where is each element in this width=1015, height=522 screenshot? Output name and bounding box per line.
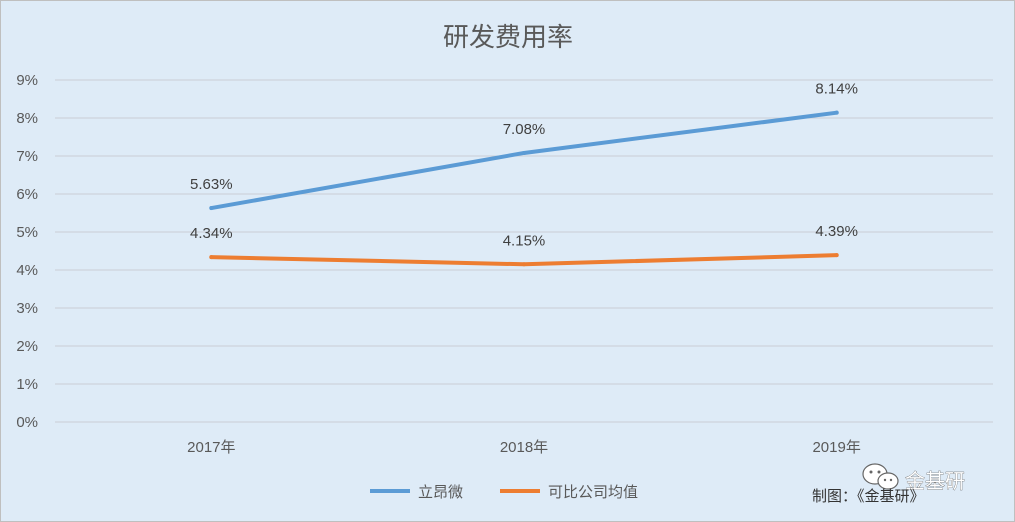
y-tick-label: 0%: [16, 414, 38, 431]
data-point: [522, 150, 526, 155]
data-label: 4.39%: [815, 223, 858, 240]
watermark-text: 金基研: [905, 469, 965, 493]
legend-label: 可比公司均值: [548, 483, 638, 501]
y-tick-label: 3%: [16, 300, 38, 317]
y-tick-label: 2%: [16, 338, 38, 355]
data-point: [522, 262, 526, 267]
credit-text: 制图：《金基研》: [812, 487, 925, 505]
data-label: 7.08%: [503, 121, 546, 138]
y-tick-label: 8%: [16, 110, 38, 127]
x-tick-label: 2019年: [812, 439, 860, 456]
watermark: 金基研: [862, 463, 965, 493]
y-axis-ticks: 0% 1% 2% 3% 4% 5% 6% 7% 8% 9%: [16, 72, 38, 431]
y-tick-label: 9%: [16, 72, 38, 89]
legend: 立昂微 可比公司均值: [370, 483, 638, 501]
wechat-icon: [862, 463, 899, 490]
y-tick-label: 6%: [16, 186, 38, 203]
x-axis-ticks: 2017年 2018年 2019年: [187, 439, 861, 456]
y-tick-label: 5%: [16, 224, 38, 241]
data-point: [834, 253, 839, 258]
data-point: [834, 110, 839, 115]
data-label: 4.34%: [190, 225, 233, 242]
x-tick-label: 2018年: [500, 439, 548, 456]
data-label: 5.63%: [190, 176, 233, 193]
data-point: [209, 255, 214, 260]
legend-label: 立昂微: [418, 483, 463, 501]
y-tick-label: 4%: [16, 262, 38, 279]
gridlines: [55, 79, 993, 423]
data-labels: 5.63% 7.08% 8.14% 4.34% 4.15% 4.39%: [190, 81, 858, 250]
data-label: 4.15%: [503, 232, 546, 249]
data-label: 8.14%: [815, 81, 858, 98]
series-lines: [209, 110, 839, 267]
chart-title: 研发费用率: [443, 23, 573, 53]
y-tick-label: 7%: [16, 148, 38, 165]
y-tick-label: 1%: [16, 376, 38, 393]
data-point: [209, 206, 214, 211]
x-tick-label: 2017年: [187, 439, 235, 456]
